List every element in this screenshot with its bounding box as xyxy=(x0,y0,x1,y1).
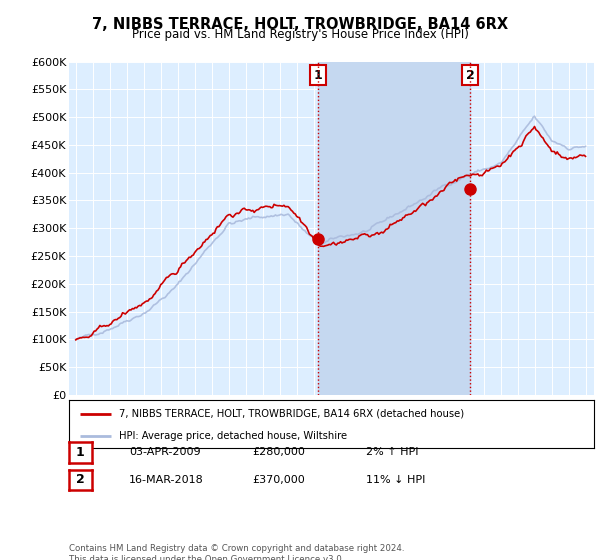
Text: HPI: Average price, detached house, Wiltshire: HPI: Average price, detached house, Wilt… xyxy=(119,431,347,441)
Text: 2: 2 xyxy=(76,473,85,487)
Text: 1: 1 xyxy=(314,69,322,82)
Text: £370,000: £370,000 xyxy=(252,475,305,485)
Text: 2: 2 xyxy=(466,69,475,82)
Text: 11% ↓ HPI: 11% ↓ HPI xyxy=(366,475,425,485)
Text: £280,000: £280,000 xyxy=(252,447,305,458)
Bar xyxy=(318,62,470,395)
Text: Contains HM Land Registry data © Crown copyright and database right 2024.
This d: Contains HM Land Registry data © Crown c… xyxy=(69,544,404,560)
Text: Price paid vs. HM Land Registry's House Price Index (HPI): Price paid vs. HM Land Registry's House … xyxy=(131,28,469,41)
Text: 1: 1 xyxy=(76,446,85,459)
Text: 03-APR-2009: 03-APR-2009 xyxy=(129,447,200,458)
Text: 2% ↑ HPI: 2% ↑ HPI xyxy=(366,447,419,458)
Text: 7, NIBBS TERRACE, HOLT, TROWBRIDGE, BA14 6RX (detached house): 7, NIBBS TERRACE, HOLT, TROWBRIDGE, BA14… xyxy=(119,409,464,419)
Text: 16-MAR-2018: 16-MAR-2018 xyxy=(129,475,204,485)
Text: 7, NIBBS TERRACE, HOLT, TROWBRIDGE, BA14 6RX: 7, NIBBS TERRACE, HOLT, TROWBRIDGE, BA14… xyxy=(92,17,508,32)
